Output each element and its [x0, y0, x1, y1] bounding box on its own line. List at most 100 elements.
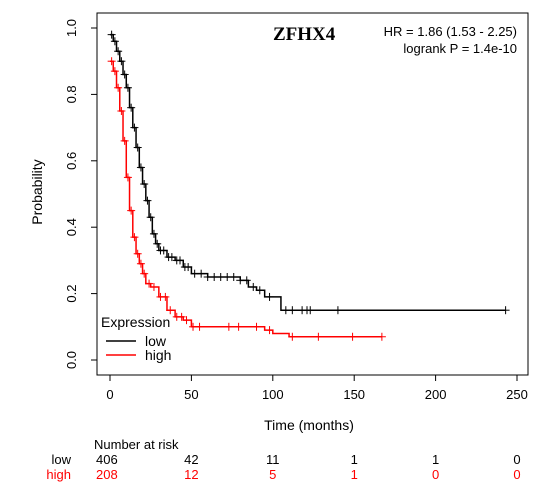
censor-mark-high — [145, 279, 154, 288]
censor-mark-high — [177, 312, 186, 321]
censor-mark-high — [234, 322, 243, 331]
y-tick-label: 1.0 — [64, 19, 79, 37]
risk-cell-low: 11 — [266, 452, 280, 467]
censor-mark-low — [197, 269, 206, 278]
censor-mark-low — [133, 143, 142, 152]
censor-mark-high — [110, 67, 119, 76]
censor-mark-low — [306, 306, 315, 315]
y-axis-label: Probability — [29, 159, 45, 224]
censor-mark-high — [120, 136, 129, 145]
legend: Expression low high — [101, 314, 171, 363]
censor-mark-high — [133, 249, 142, 258]
censor-mark-high — [377, 332, 386, 341]
censor-mark-low — [123, 83, 132, 92]
censor-mark-low — [136, 163, 145, 172]
risk-cell-high: 12 — [184, 467, 198, 482]
censor-mark-low — [146, 213, 155, 222]
censor-mark-high — [252, 322, 261, 331]
survival-curves — [107, 30, 510, 341]
censor-mark-low — [127, 103, 136, 112]
censor-mark-low — [149, 229, 158, 238]
x-tick-label: 100 — [262, 387, 284, 402]
x-tick-label: 150 — [343, 387, 365, 402]
censor-mark-low — [333, 306, 342, 315]
survival-curve-high — [110, 60, 382, 338]
censor-mark-low — [107, 30, 116, 39]
censor-mark-low — [159, 246, 168, 255]
y-tick-label: 0.0 — [64, 351, 79, 369]
legend-title: Expression — [101, 314, 170, 330]
censor-mark-high — [114, 83, 123, 92]
censor-mark-high — [117, 107, 126, 115]
censor-mark-high — [130, 233, 139, 242]
censor-mark-low — [184, 263, 193, 272]
censor-mark-low — [114, 47, 123, 56]
censor-mark-high — [265, 326, 274, 335]
y-axis: 0.0 0.2 0.4 0.6 0.8 1.0 — [64, 19, 98, 369]
risk-cell-high: 208 — [96, 467, 118, 482]
risk-cell-high: 0 — [513, 467, 520, 482]
x-tick-label: 50 — [184, 387, 198, 402]
censor-mark-low — [143, 196, 152, 205]
y-tick-label: 0.2 — [64, 285, 79, 303]
x-tick-label: 0 — [106, 387, 113, 402]
censor-mark-low — [288, 306, 297, 315]
x-axis: 0 50 100 150 200 250 — [106, 374, 528, 402]
hazard-ratio-text: HR = 1.86 (1.53 - 2.25) — [384, 24, 517, 39]
x-tick-label: 200 — [425, 387, 447, 402]
risk-cell-low: 1 — [432, 452, 439, 467]
censor-mark-high — [149, 282, 158, 291]
censor-mark-low — [229, 273, 238, 281]
censor-mark-high — [288, 332, 297, 341]
censor-mark-low — [110, 37, 119, 46]
censor-mark-high — [161, 292, 170, 301]
risk-cell-low: 42 — [184, 452, 198, 467]
censor-mark-high — [182, 316, 191, 325]
censor-mark-low — [120, 70, 129, 79]
censor-mark-high — [127, 206, 136, 215]
survival-curve-low — [110, 33, 506, 311]
risk-cell-low: 406 — [96, 452, 118, 467]
x-tick-label: 250 — [506, 387, 528, 402]
risk-cell-high: 1 — [351, 467, 358, 482]
risk-cell-low: 1 — [351, 452, 358, 467]
censor-mark-high — [195, 322, 204, 331]
risk-row-label-low: low — [51, 452, 71, 467]
censor-mark-high — [136, 259, 145, 268]
y-tick-label: 0.8 — [64, 85, 79, 103]
risk-cell-high: 0 — [432, 467, 439, 482]
y-tick-label: 0.6 — [64, 152, 79, 170]
y-tick-label: 0.4 — [64, 218, 79, 236]
censor-mark-low — [130, 123, 139, 132]
censor-mark-low — [255, 286, 264, 295]
censor-mark-high — [107, 57, 116, 66]
censor-mark-low — [117, 57, 126, 66]
risk-table-title: Number at risk — [94, 437, 179, 452]
risk-cell-low: 0 — [513, 452, 520, 467]
censor-mark-high — [140, 269, 149, 278]
censor-mark-low — [501, 306, 510, 315]
censor-mark-high — [166, 306, 175, 315]
risk-row-label-high: high — [46, 467, 71, 482]
censor-mark-high — [348, 332, 357, 341]
censor-mark-low — [265, 292, 274, 301]
censor-mark-high — [314, 332, 323, 341]
x-axis-label: Time (months) — [264, 417, 354, 433]
censor-mark-low — [249, 282, 258, 291]
gene-label: ZFHX4 — [273, 24, 336, 45]
censor-mark-low — [140, 180, 149, 189]
censor-mark-low — [167, 253, 176, 262]
legend-label-low: low — [145, 333, 167, 349]
risk-cell-high: 5 — [269, 467, 276, 482]
legend-label-high: high — [145, 347, 171, 363]
logrank-p-text: logrank P = 1.4e-10 — [403, 41, 517, 56]
censor-mark-high — [224, 322, 233, 331]
censor-mark-high — [123, 173, 132, 182]
censor-mark-low — [176, 256, 185, 265]
censor-mark-low — [153, 239, 162, 248]
censor-mark-low — [242, 276, 251, 285]
